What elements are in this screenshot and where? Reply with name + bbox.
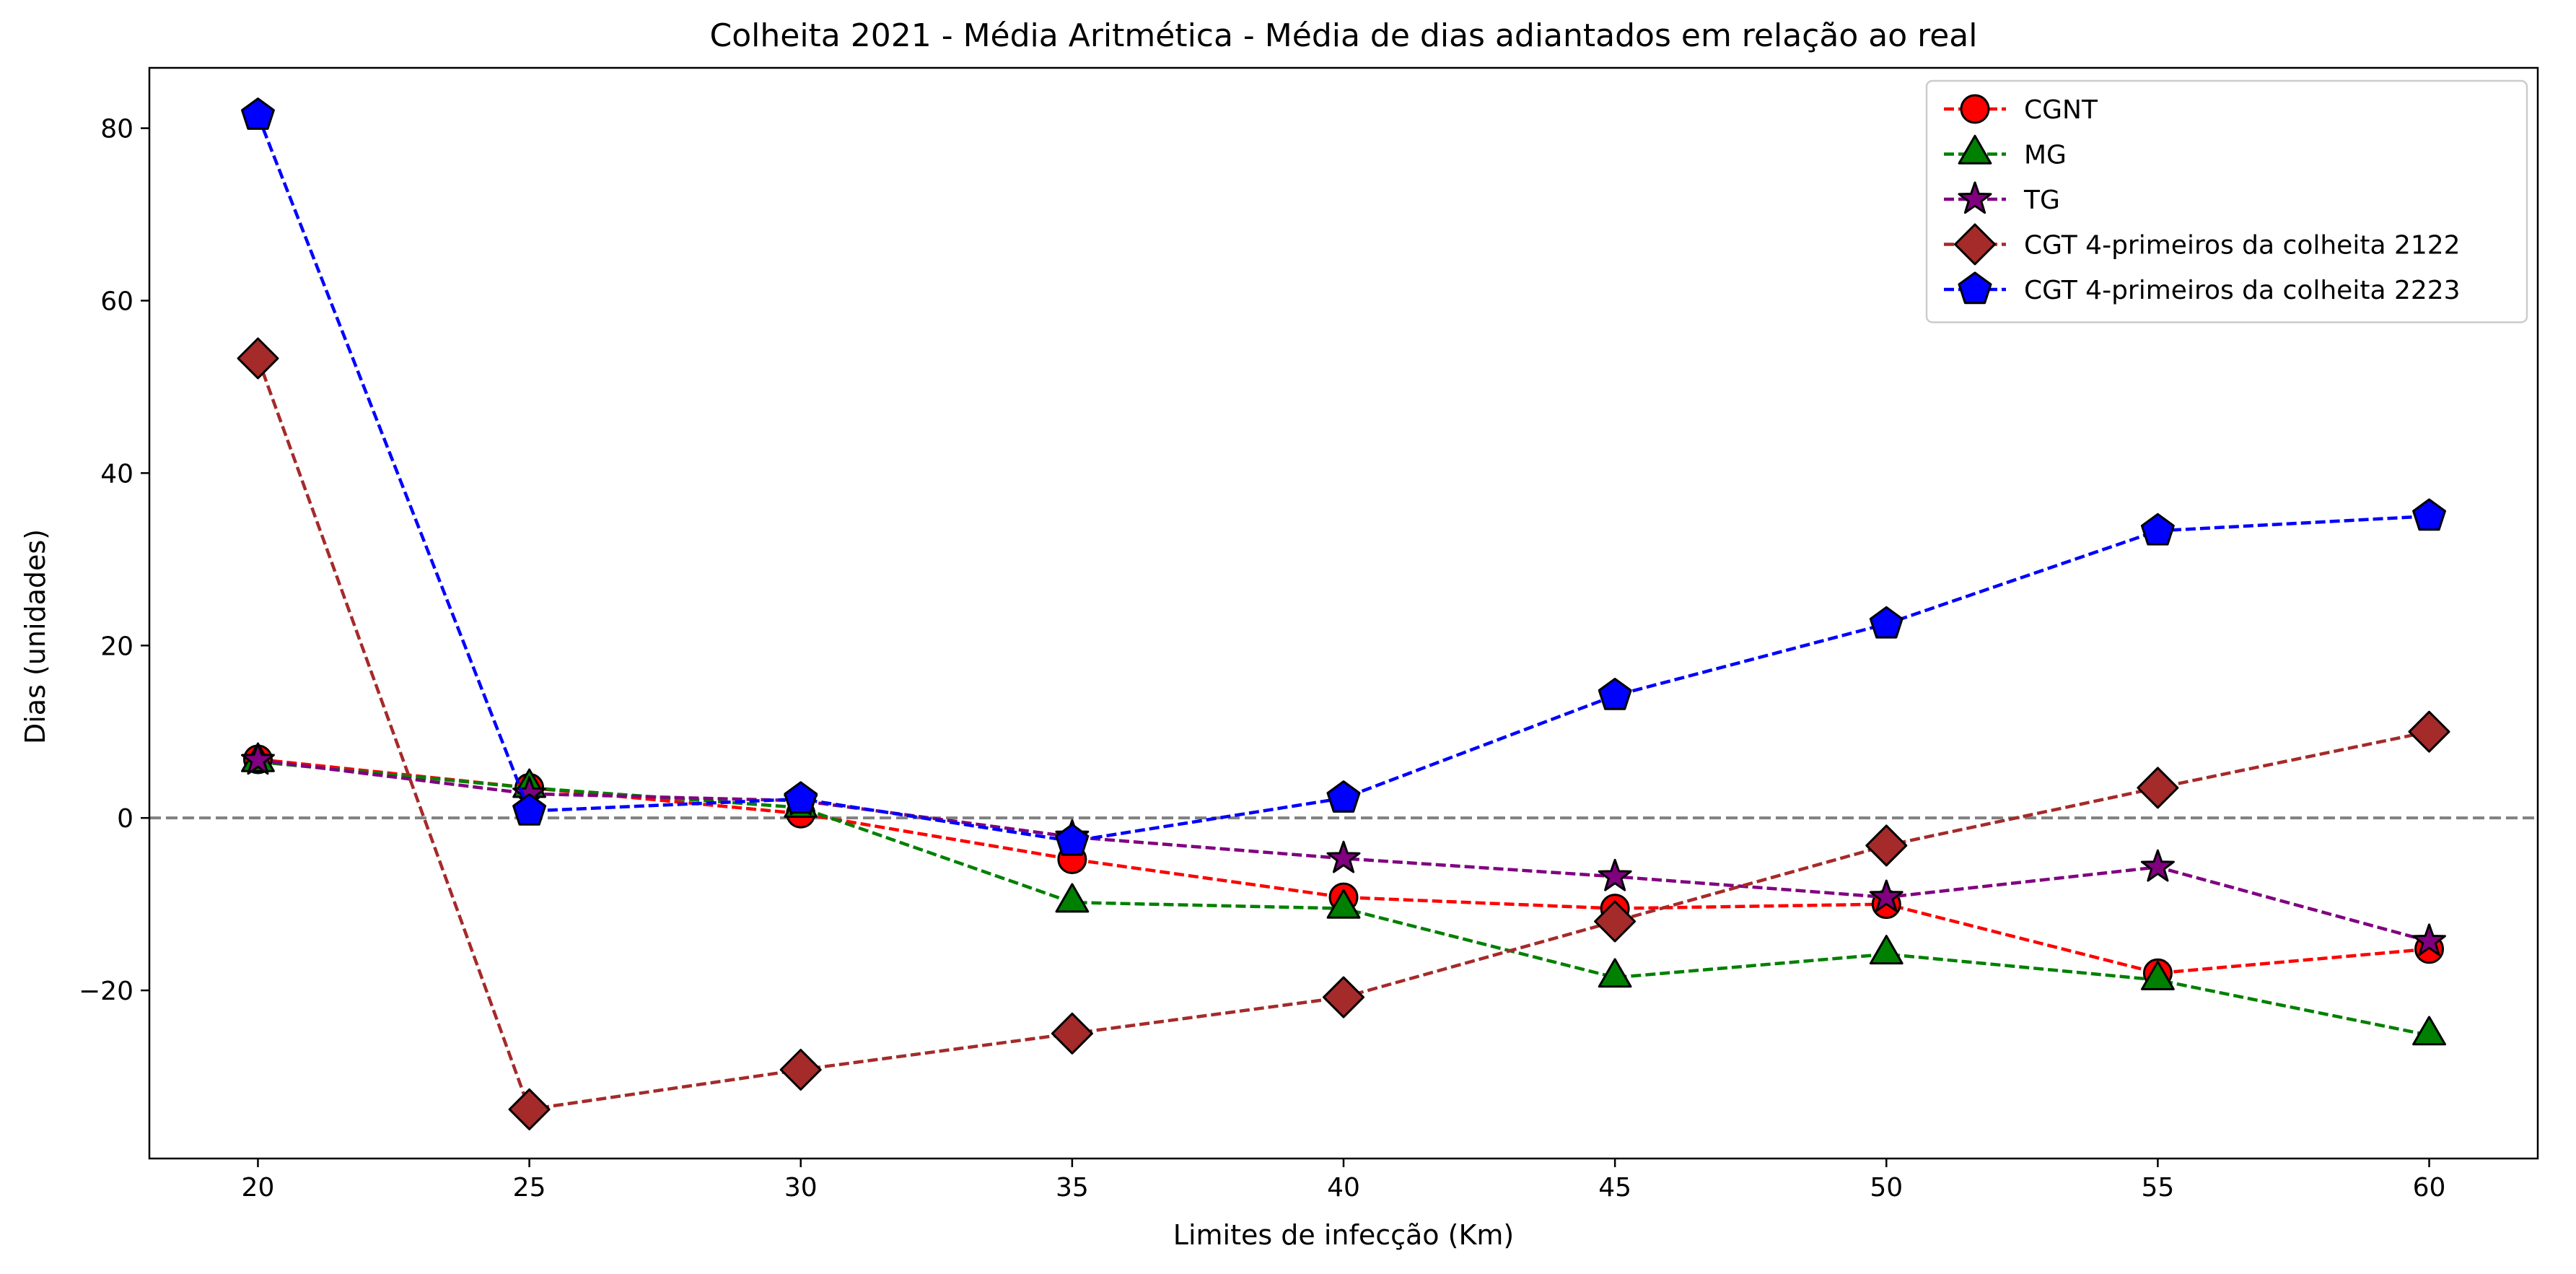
data-point bbox=[1869, 606, 1903, 639]
legend-marker bbox=[1958, 271, 1992, 305]
legend: CGNT MG TG CGT 4-primeiros da colheita 2122… bbox=[1925, 79, 2528, 323]
x-tick-label: 60 bbox=[2413, 1173, 2446, 1203]
chart-title: Colheita 2021 - Média Aritmética - Média… bbox=[710, 17, 1978, 54]
legend-box bbox=[1925, 79, 2528, 323]
data-point bbox=[1055, 883, 1090, 913]
plot-area bbox=[149, 97, 2538, 1130]
x-tick-label: 45 bbox=[1598, 1173, 1631, 1203]
data-point bbox=[1326, 840, 1361, 873]
legend-marker bbox=[1960, 94, 1990, 124]
legend-entry: CGNT bbox=[1944, 94, 2098, 125]
data-point bbox=[241, 97, 275, 130]
series-5 bbox=[241, 97, 2446, 856]
y-tick-label: 80 bbox=[100, 115, 133, 144]
legend-label: MG bbox=[2024, 141, 2067, 170]
legend-entry: CGT 4-primeiros da colheita 2122 bbox=[1944, 223, 2461, 266]
data-point bbox=[2141, 960, 2175, 990]
data-point bbox=[1055, 823, 1090, 856]
x-tick-label: 30 bbox=[784, 1173, 818, 1203]
legend-marker bbox=[1958, 181, 1992, 214]
legend-entry: TG bbox=[1944, 181, 2060, 215]
data-point bbox=[784, 781, 818, 814]
x-axis-label: Limites de infecção (Km) bbox=[1173, 1219, 1514, 1251]
data-point bbox=[2412, 1016, 2446, 1046]
legend-label: TG bbox=[2023, 186, 2060, 215]
data-point bbox=[1865, 824, 1908, 867]
data-point bbox=[779, 1049, 822, 1091]
data-point bbox=[508, 1088, 551, 1130]
data-point bbox=[1326, 889, 1361, 919]
x-tick-label: 20 bbox=[242, 1173, 275, 1203]
legend-entry: CGT 4-primeiros da colheita 2223 bbox=[1944, 271, 2461, 305]
data-point bbox=[241, 742, 275, 775]
series-3 bbox=[241, 742, 2446, 956]
data-point bbox=[2412, 923, 2446, 956]
axes: 20 25 30 35 40 45 50 55 60 −20 0 20 40 60 80 bbox=[79, 66, 2539, 1203]
legend-label: CGT 4-primeiros da colheita 2122 bbox=[2024, 231, 2461, 261]
legend-entry: MG bbox=[1944, 134, 2067, 170]
y-tick-label: 0 bbox=[117, 804, 133, 834]
legend-label: CGT 4-primeiros da colheita 2223 bbox=[2024, 276, 2461, 305]
data-point bbox=[1326, 780, 1361, 813]
series-4 bbox=[237, 337, 2450, 1130]
y-tick-label: 60 bbox=[100, 287, 133, 317]
data-point bbox=[2412, 498, 2446, 531]
data-point bbox=[2408, 710, 2450, 753]
x-tick-label: 35 bbox=[1056, 1173, 1089, 1203]
y-tick-label: 20 bbox=[100, 632, 133, 661]
y-tick-label: 40 bbox=[100, 459, 133, 489]
x-tick-label: 40 bbox=[1327, 1173, 1360, 1203]
data-point bbox=[1051, 1012, 1093, 1055]
data-point bbox=[2137, 767, 2179, 809]
data-point bbox=[1323, 976, 1364, 1018]
data-point bbox=[2140, 849, 2175, 882]
data-point bbox=[1598, 678, 1632, 710]
data-point bbox=[1598, 858, 1632, 891]
legend-marker bbox=[1954, 223, 1996, 266]
x-tick-label: 55 bbox=[2142, 1173, 2175, 1203]
data-point bbox=[1869, 879, 1903, 912]
data-point bbox=[1869, 935, 1903, 965]
legend-label: CGNT bbox=[2024, 95, 2098, 125]
data-point bbox=[237, 337, 279, 380]
data-point bbox=[2140, 512, 2175, 546]
data-point bbox=[512, 793, 547, 826]
x-tick-label: 25 bbox=[513, 1173, 546, 1203]
y-tick-label: −20 bbox=[79, 977, 133, 1006]
y-axis-label: Dias (unidades) bbox=[19, 529, 51, 744]
legend-marker bbox=[1958, 134, 1992, 165]
data-point bbox=[1594, 900, 1637, 943]
data-point bbox=[1598, 958, 1632, 988]
x-tick-label: 50 bbox=[1870, 1173, 1903, 1203]
